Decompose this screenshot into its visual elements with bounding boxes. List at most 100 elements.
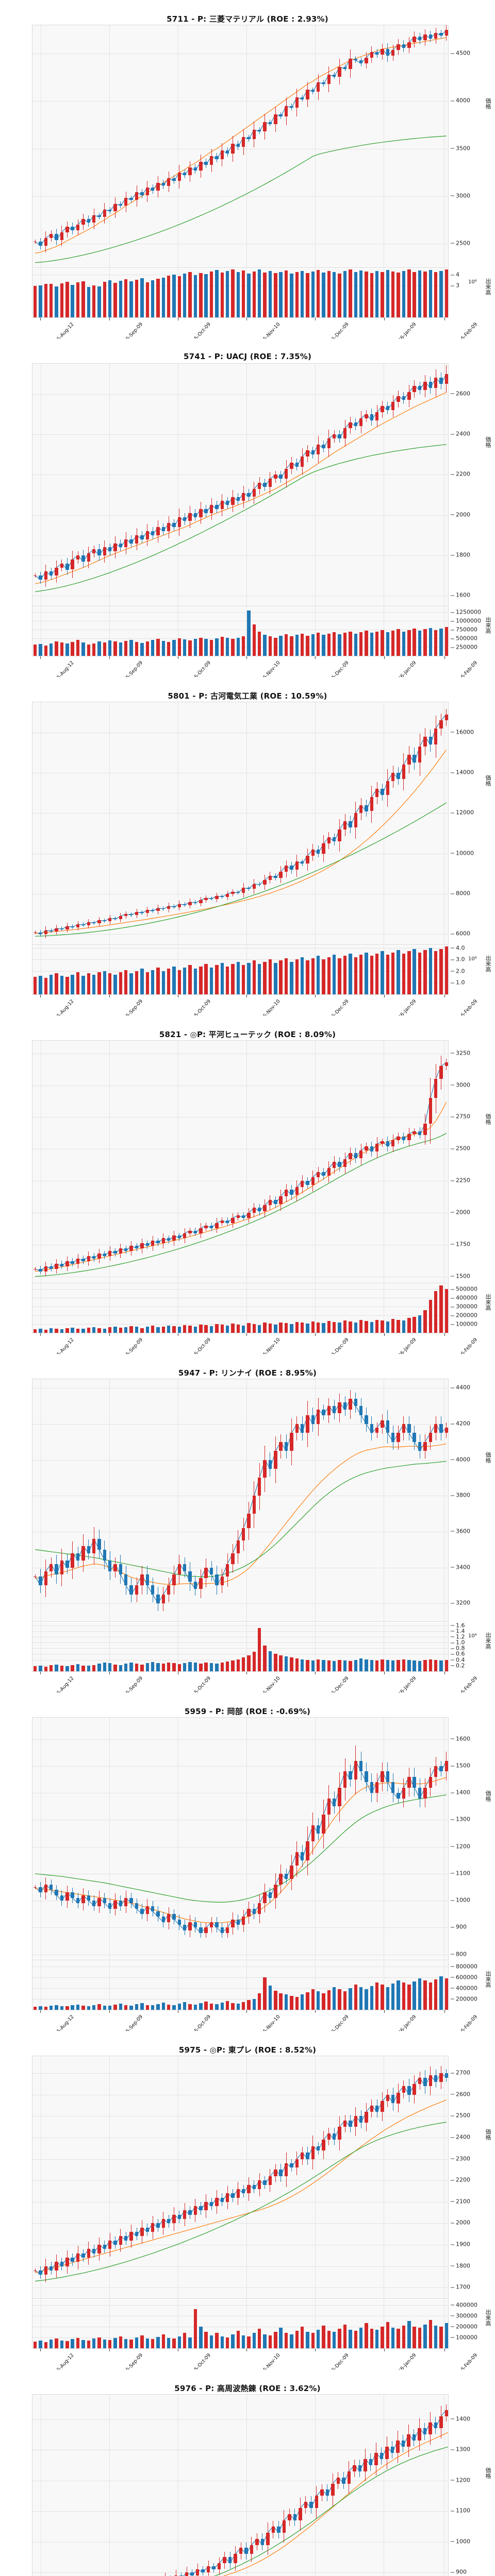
price-axis-label: 価格 <box>485 775 491 786</box>
volume-bar <box>183 967 187 994</box>
candle-body <box>358 2465 362 2471</box>
x-axis-tick-mark <box>384 318 385 320</box>
volume-bar <box>290 1324 293 1333</box>
volume-bar <box>183 1663 187 1671</box>
gridline-horizontal <box>32 934 448 935</box>
volume-bar <box>97 972 101 994</box>
volume-bar <box>343 2324 347 2348</box>
volume-bar <box>151 1662 155 1671</box>
candle-body <box>33 2270 37 2272</box>
volume-axis-tick-label: 200000 <box>451 2323 477 2330</box>
candle-body <box>391 1140 395 1147</box>
volume-bar <box>247 1655 251 1671</box>
volume-axis-tick-label: 1.2 <box>451 1633 465 1640</box>
volume-bar <box>370 633 373 656</box>
y-axis-tick-label: 3000 <box>451 192 470 199</box>
moving-average-lines <box>35 714 447 937</box>
candle-body <box>124 2236 128 2241</box>
candle-body <box>140 2227 144 2236</box>
candle-body <box>282 2520 286 2533</box>
candle-body <box>444 2410 448 2416</box>
candle-body <box>39 575 42 580</box>
gridline-vertical <box>246 1379 248 1621</box>
volume-bar <box>215 2004 219 2010</box>
volume-bar <box>444 2323 448 2348</box>
candle-body <box>444 2073 448 2078</box>
volume-bar <box>87 1666 90 1671</box>
y-axis-tick-label: 10000 <box>451 850 474 856</box>
volume-bar <box>113 2337 117 2348</box>
volume-bar <box>370 2329 373 2348</box>
gridline-horizontal <box>32 285 448 286</box>
volume-bar <box>193 1327 197 1333</box>
volume-bar <box>252 1998 256 2010</box>
volume-bar <box>172 275 176 317</box>
candle-body <box>320 2489 324 2496</box>
gridline-horizontal <box>32 1289 448 1290</box>
candle-body <box>402 44 406 48</box>
candle-body <box>135 912 139 916</box>
candle-body <box>439 720 443 728</box>
candle-body <box>87 1895 90 1901</box>
candle-body <box>65 2257 69 2266</box>
candle-body <box>402 1787 406 1799</box>
y-axis-tick-label: 1200 <box>451 1843 470 1850</box>
volume-bar <box>295 635 299 656</box>
gridline-horizontal <box>32 982 448 984</box>
volume-bar <box>295 959 299 994</box>
volume-bar <box>135 2337 139 2348</box>
candle-body <box>252 488 256 497</box>
candle-body <box>247 1514 251 1528</box>
y-axis-tick-label: 3000 <box>451 1081 470 1088</box>
x-axis-tick-mark <box>40 2010 41 2013</box>
candle-body <box>215 2197 219 2207</box>
volume-bar <box>199 1663 203 1671</box>
candle-body <box>375 412 379 420</box>
volume-bar <box>397 1659 400 1671</box>
gridline-vertical <box>315 2299 316 2348</box>
gridline-vertical <box>246 2056 248 2298</box>
candle-body <box>241 1917 245 1925</box>
gridline-horizontal <box>32 2073 448 2074</box>
volume-bar <box>156 2336 160 2348</box>
candle-body <box>76 1553 80 1561</box>
volume-bar <box>300 1994 304 2010</box>
candle-body <box>333 74 336 77</box>
price-plot-area <box>32 2056 449 2299</box>
volume-bar <box>316 1322 320 1333</box>
candle-body <box>172 2214 176 2224</box>
volume-bar <box>231 2334 235 2348</box>
candle-body <box>60 232 64 240</box>
volume-bar <box>161 277 165 317</box>
volume-bar <box>402 631 406 656</box>
candle-body <box>255 2538 259 2545</box>
candle-body <box>279 2170 283 2176</box>
volume-bar <box>60 1665 64 1671</box>
price-plot-area <box>32 1379 449 1622</box>
volume-bar <box>300 2326 304 2348</box>
candle-body <box>135 1585 139 1595</box>
candle-body <box>113 918 117 920</box>
volume-bar <box>306 1659 309 1671</box>
y-axis-tick-label: 1100 <box>451 2507 470 2514</box>
candle-body <box>402 1136 406 1140</box>
candle-body <box>119 543 123 548</box>
volume-bar <box>247 962 251 994</box>
candle-body <box>375 789 379 798</box>
chart-block: 5741 - P: UACJ (ROE : 7.35%) 1600 1800 2000… <box>0 338 495 687</box>
volume-bar <box>338 274 341 317</box>
chart-block: 5801 - P: 古河電気工業 (ROE : 10.59%) 6000 8000 1… <box>0 677 495 1026</box>
candle-body <box>161 908 165 909</box>
volume-bar <box>108 2006 112 2010</box>
gridline-horizontal <box>32 2572 448 2573</box>
candle-body <box>306 1181 309 1185</box>
candle-body <box>274 1200 277 1204</box>
volume-bar <box>65 2341 69 2348</box>
gridline-horizontal <box>32 1631 448 1632</box>
volume-bar <box>274 1991 277 2010</box>
candle-body <box>50 1884 53 1890</box>
candle-body <box>177 1919 182 1925</box>
chart-block: 5821 - ◎P: 平河ヒューテック (ROE : 8.09%) 1500 175… <box>0 1015 495 1364</box>
candle-body <box>225 1220 229 1223</box>
candle-body <box>65 563 69 570</box>
